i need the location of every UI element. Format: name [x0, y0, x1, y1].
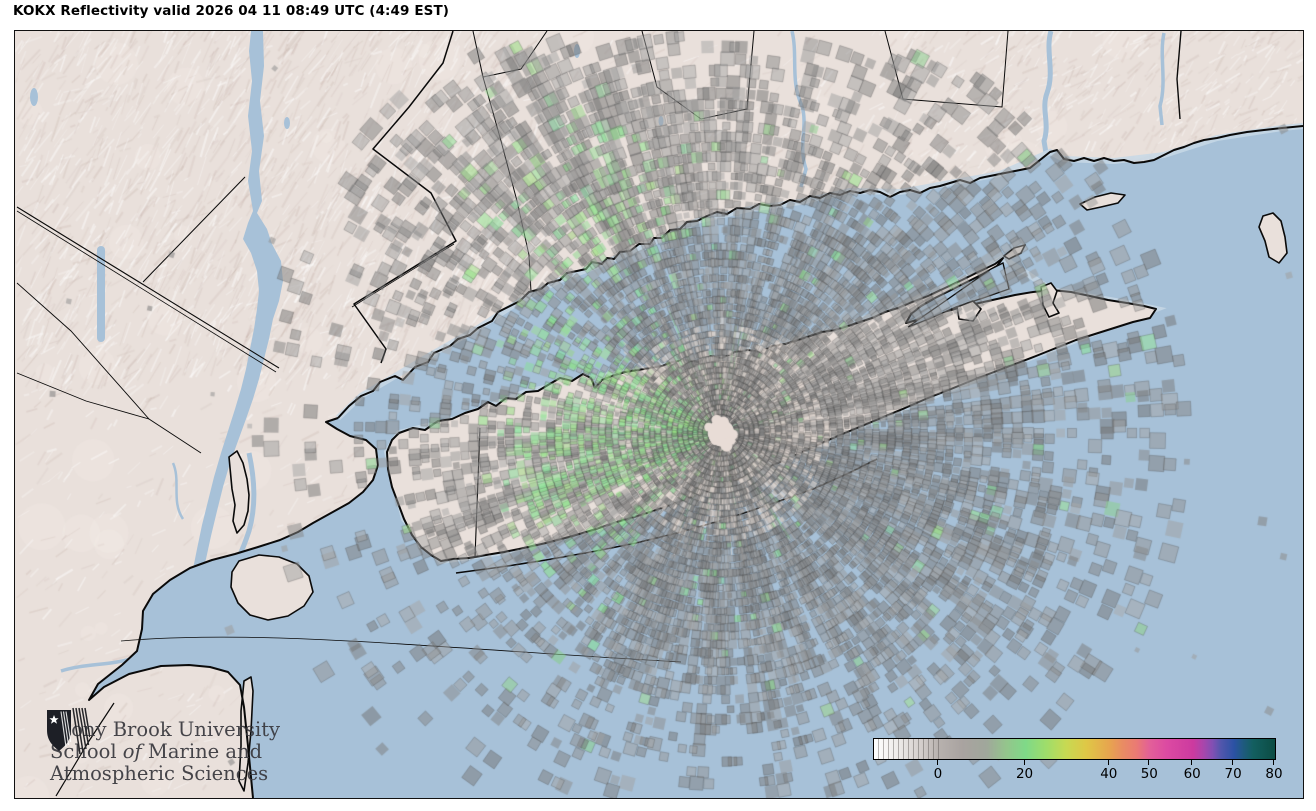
colorbar-tick: [1107, 760, 1109, 765]
colorbar-tick: [936, 760, 938, 765]
colorbar-tick-label: 70: [1224, 766, 1242, 782]
colorbar-tick-label: 40: [1100, 766, 1118, 782]
colorbar-tick: [1023, 760, 1025, 765]
figure-title: KOKX Reflectivity valid 2026 04 11 08:49…: [13, 3, 450, 19]
colorbar-tick-label: 20: [1015, 766, 1034, 782]
colorbar-tick: [1148, 760, 1150, 765]
colorbar-tick: [1273, 760, 1274, 765]
stony-brook-logo: Stony Brook University School of Marine …: [44, 707, 280, 785]
logo-line-1: Stony Brook University: [50, 718, 281, 741]
colorbar-discrete-stripes: [874, 739, 939, 759]
colorbar-tick-label: 0: [933, 766, 943, 782]
colorbar-tick-label: 80: [1265, 766, 1283, 782]
logo-line-3: Atmospheric Sciences: [50, 762, 269, 785]
colorbar-tick-label: 60: [1183, 766, 1201, 782]
map-canvas-area: Stony Brook University School of Marine …: [14, 30, 1304, 799]
radar-echo-canvas: [15, 31, 1303, 798]
reflectivity-colorbar: 0 20 40 50 60 70 80: [873, 738, 1283, 786]
stony-brook-shield-icon: [47, 707, 90, 755]
colorbar-tick: [1191, 760, 1193, 765]
colorbar-tick-label: 50: [1140, 766, 1158, 782]
colorbar-gradient: [873, 738, 1276, 760]
colorbar-tick: [1232, 760, 1234, 765]
